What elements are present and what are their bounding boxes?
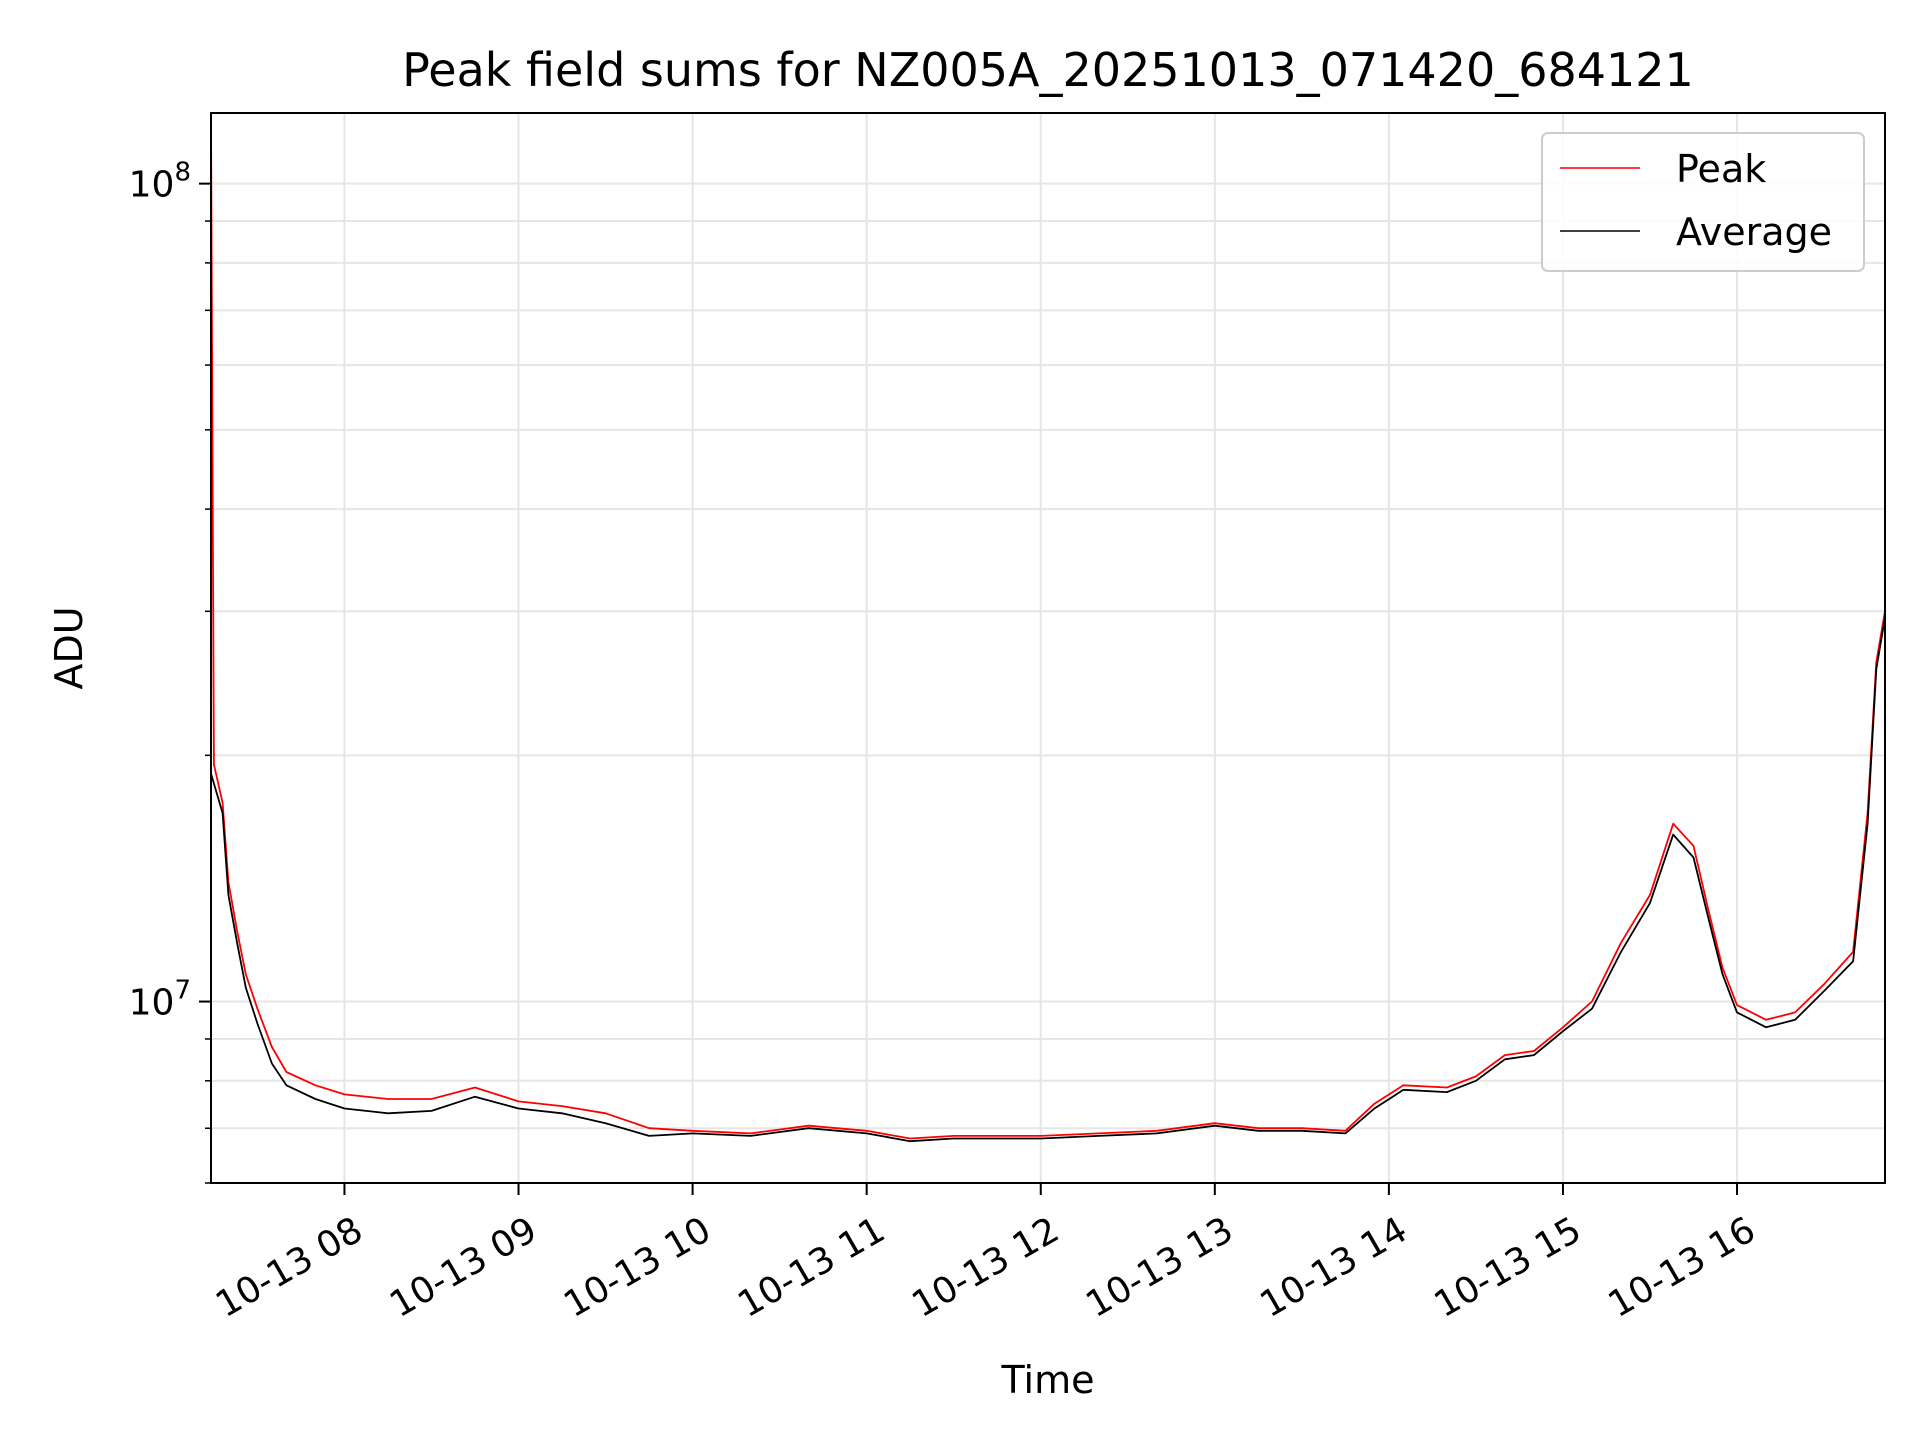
grid: [211, 113, 1885, 1184]
plot-frame: [210, 112, 1886, 1184]
series-layer: [210, 118, 1886, 1143]
legend: Peak Average: [1541, 132, 1865, 272]
chart-title: Peak field sums for NZ005A_20251013_0714…: [402, 43, 1694, 97]
y-tick-label: 108: [129, 158, 191, 206]
y-axis-label: ADU: [47, 606, 91, 689]
legend-label-peak: Peak: [1676, 147, 1766, 191]
legend-label-average: Average: [1676, 210, 1832, 254]
y-tick-label: 107: [129, 976, 191, 1024]
series-line-peak: [210, 118, 1886, 1140]
y-axis: 107 108: [129, 158, 211, 1184]
series-line-average: [210, 617, 1886, 1143]
x-axis-label: Time: [1001, 1358, 1095, 1402]
